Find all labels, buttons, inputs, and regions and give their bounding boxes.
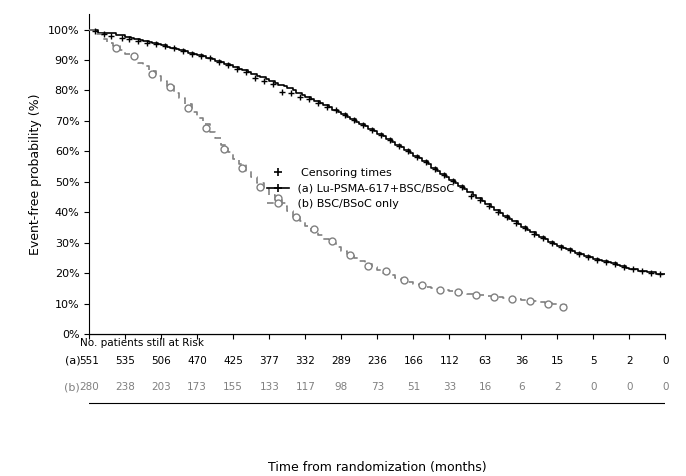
Text: 2: 2 [626,356,632,366]
Text: 236: 236 [368,356,387,366]
Text: (a): (a) [64,356,80,366]
Text: 470: 470 [187,356,207,366]
Text: 2: 2 [554,382,560,393]
Text: 377: 377 [259,356,279,366]
Text: 15: 15 [551,356,564,366]
Text: 155: 155 [224,382,243,393]
Text: 280: 280 [80,382,99,393]
Text: 506: 506 [152,356,171,366]
Text: 0: 0 [662,356,669,366]
Text: Time from randomization (months): Time from randomization (months) [268,461,486,474]
Text: 5: 5 [590,356,597,366]
Text: 51: 51 [407,382,420,393]
Text: 289: 289 [331,356,351,366]
Text: 166: 166 [403,356,423,366]
Text: 112: 112 [440,356,459,366]
Text: 133: 133 [259,382,279,393]
Text: 551: 551 [80,356,99,366]
Text: 63: 63 [479,356,492,366]
Text: 0: 0 [590,382,597,393]
Text: 332: 332 [296,356,315,366]
Text: 33: 33 [442,382,456,393]
Text: 238: 238 [115,382,135,393]
Text: 203: 203 [152,382,171,393]
Text: 6: 6 [518,382,525,393]
Text: No. patients still at Risk: No. patients still at Risk [80,338,204,348]
Text: 16: 16 [479,382,492,393]
Legend:   Censoring times,  (a) Lu-PSMA-617+BSC/BSoC,  (b) BSC/BSoC only: Censoring times, (a) Lu-PSMA-617+BSC/BSo… [263,164,458,214]
Text: (b): (b) [64,382,80,393]
Text: 0: 0 [626,382,632,393]
Text: 0: 0 [662,382,669,393]
Text: 535: 535 [115,356,135,366]
Text: 73: 73 [370,382,384,393]
Text: 425: 425 [224,356,243,366]
Text: 36: 36 [514,356,528,366]
Text: 173: 173 [187,382,207,393]
Text: 117: 117 [296,382,315,393]
Text: 98: 98 [335,382,348,393]
Y-axis label: Event-free probability (%): Event-free probability (%) [29,93,43,255]
